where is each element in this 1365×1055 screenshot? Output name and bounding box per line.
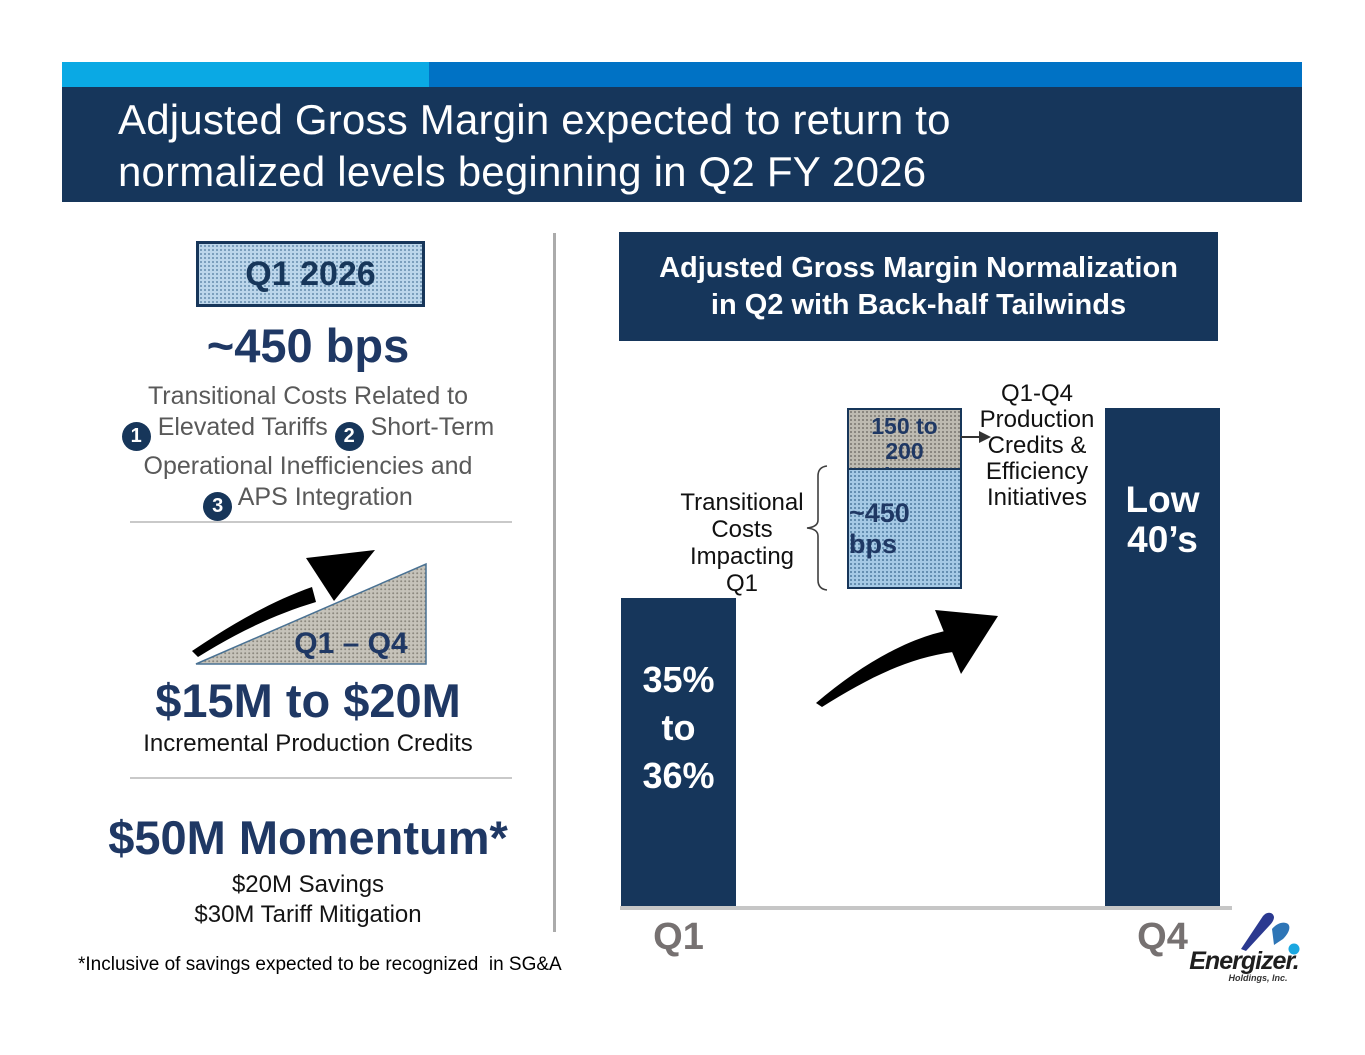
- slide-title-line-2: normalized levels beginning in Q2 FY 202…: [118, 148, 927, 195]
- header-accent-stripe-blue: [429, 62, 1302, 87]
- production-credits-chart-label: Q1-Q4 Production Credits & Efficiency In…: [972, 381, 1102, 511]
- numbered-badge-1: 1: [121, 422, 151, 451]
- small-right-arrow-head: [979, 431, 991, 443]
- vertical-divider: [553, 233, 556, 932]
- transitional-line-2: 1 Elevated Tariffs 2 Short-Term: [62, 412, 554, 451]
- energizer-swoosh-icon: [1241, 912, 1300, 955]
- q1-2026-badge-label: Q1 2026: [245, 254, 376, 293]
- upward-arrow-icon: [192, 550, 375, 657]
- left-bracket-shape: [806, 465, 828, 591]
- transitional-item-1: Elevated Tariffs: [157, 413, 328, 441]
- chart-title-box: Adjusted Gross Margin Normalization in Q…: [619, 232, 1218, 341]
- upward-arrow-head: [306, 550, 375, 601]
- bridge-box-production-credits: 150 to 200 bps: [847, 408, 962, 489]
- transitional-costs-paragraph: Transitional Costs Related to 1 Elevated…: [62, 381, 554, 521]
- left-divider-top: [130, 521, 512, 523]
- header-accent-stripe-light: [62, 62, 429, 87]
- axis-label-q4: Q4: [1137, 916, 1188, 958]
- left-bracket-icon: [806, 465, 828, 591]
- transitional-costs-chart-label-line-1: Transitional: [680, 489, 804, 516]
- slide-title: Adjusted Gross Margin expected to return…: [62, 87, 1302, 198]
- momentum-tariff-line: $30M Tariff Mitigation: [194, 901, 422, 928]
- bar-q1-value-line-2: to: [661, 707, 696, 748]
- left-divider-bottom: [130, 777, 512, 779]
- transitional-line-4: 3 APS Integration: [62, 482, 554, 521]
- momentum-savings-line: $20M Savings: [231, 871, 385, 898]
- swoosh-drop: [1272, 922, 1290, 945]
- upward-arrow-body: [192, 587, 316, 657]
- transitional-item-2: Short-Term: [370, 413, 495, 441]
- numbered-badge-3: 3: [203, 492, 233, 521]
- momentum-amount: $50M Momentum*: [108, 811, 508, 864]
- transitional-costs-chart-label: Transitional Costs Impacting Q1: [672, 489, 812, 597]
- q1-bps-headline: ~450 bps: [206, 319, 410, 372]
- swoosh-blade: [1241, 912, 1274, 951]
- transitional-costs-chart-label-line-3: Impacting Q1: [689, 543, 795, 597]
- bridge-box-transitional-costs: ~450 bps: [847, 468, 962, 589]
- energizer-logo-subtext: Holdings, Inc.: [1228, 973, 1288, 983]
- curved-growth-arrow-head: [935, 610, 998, 674]
- numbered-badge-2: 2: [334, 422, 364, 451]
- production-credits-chart-label-line-2: Production: [979, 406, 1095, 433]
- production-credits-chart-label-line-5: Initiatives: [986, 484, 1088, 511]
- bar-q1: 35% to 36%: [621, 598, 736, 908]
- small-right-arrow-icon: [961, 431, 991, 443]
- bridge-box-top-line-1: 150 to 200: [871, 413, 938, 464]
- chart-title-line-2: in Q2 with Back-half Tailwinds: [710, 288, 1127, 321]
- production-credits-chart-label-line-1: Q1-Q4: [1000, 380, 1074, 407]
- transitional-costs-chart-label-line-2: Costs: [711, 516, 773, 543]
- production-credits-chart-label-line-3: Credits &: [987, 432, 1087, 459]
- bar-q1-value-line-1: 35%: [642, 659, 715, 700]
- swoosh-dot: [1288, 943, 1300, 955]
- slide-title-line-1: Adjusted Gross Margin expected to return…: [118, 96, 951, 143]
- bar-q4: Low 40’s: [1105, 408, 1220, 908]
- bar-q1-value-line-3: 36%: [642, 755, 715, 796]
- q1-2026-badge: Q1 2026: [196, 241, 425, 307]
- curved-growth-arrow-icon: [816, 610, 998, 707]
- energizer-logo-text: Energizer.: [1189, 947, 1300, 975]
- production-credits-caption: Incremental Production Credits: [143, 730, 473, 757]
- slide-title-bar: Adjusted Gross Margin expected to return…: [62, 87, 1302, 202]
- transitional-line-1: Transitional Costs Related to: [147, 382, 469, 410]
- triangle-range-label: Q1 – Q4: [294, 627, 408, 660]
- bridge-box-bottom-label: ~450 bps: [849, 497, 910, 559]
- curved-growth-arrow-body: [816, 630, 953, 707]
- production-credits-chart-label-line-4: Efficiency: [985, 458, 1089, 485]
- growth-triangle: [195, 562, 427, 665]
- bar-q4-value-line-1: Low: [1125, 479, 1200, 520]
- axis-label-q1: Q1: [653, 916, 704, 958]
- chart-title-line-1: Adjusted Gross Margin Normalization: [659, 251, 1178, 284]
- transitional-line-3: Operational Inefficiencies and: [143, 452, 473, 480]
- chart-baseline: [620, 906, 1232, 910]
- bar-q4-value-line-2: 40’s: [1127, 519, 1198, 560]
- transitional-item-3: APS Integration: [237, 483, 413, 511]
- footnote: *Inclusive of savings expected to be rec…: [78, 954, 562, 975]
- production-credits-amount: $15M to $20M: [155, 674, 461, 727]
- growth-triangle-shape: [195, 562, 427, 665]
